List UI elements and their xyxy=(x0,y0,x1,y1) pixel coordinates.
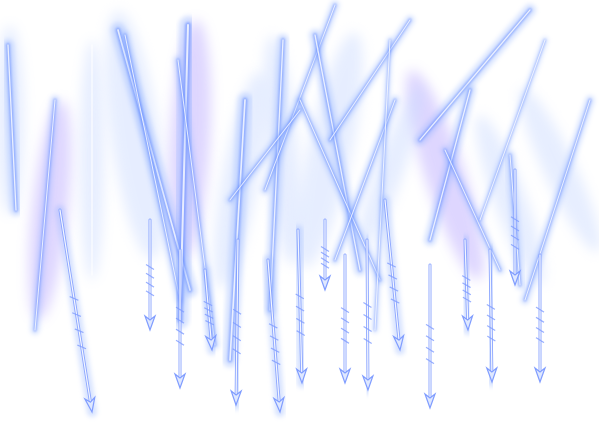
arrow xyxy=(485,245,499,387)
arrow xyxy=(361,235,375,395)
light-streak-highlight xyxy=(229,109,301,201)
arrowhead xyxy=(204,333,217,352)
arrowhead xyxy=(83,395,96,414)
arrow xyxy=(423,260,437,413)
arrow xyxy=(200,265,217,355)
arrow-layer xyxy=(55,165,547,417)
light-streak-highlight xyxy=(374,39,391,331)
glow-cloud xyxy=(356,85,424,255)
light-streak-highlight xyxy=(124,34,181,301)
arrowhead xyxy=(423,392,437,410)
arrowhead xyxy=(361,374,375,392)
arrowhead xyxy=(229,389,243,407)
arrow xyxy=(460,235,474,335)
arrowhead xyxy=(272,395,286,414)
arrow xyxy=(229,235,243,410)
arrow xyxy=(55,205,97,417)
arrowhead xyxy=(461,314,474,332)
arrowhead xyxy=(392,333,405,352)
glow-cloud xyxy=(519,88,599,252)
glow-cloud xyxy=(297,32,363,268)
light-streak-highlight xyxy=(314,34,361,271)
arrow-fletching xyxy=(486,303,496,342)
arrow-fletching xyxy=(320,245,330,269)
arrowhead xyxy=(318,274,332,292)
arrowhead xyxy=(295,367,308,385)
arrow-fletching xyxy=(363,302,373,344)
arrow-fletching xyxy=(510,216,520,250)
arrowhead xyxy=(143,314,157,332)
light-streak-highlight xyxy=(419,9,531,141)
arrow xyxy=(263,255,286,417)
arrowhead xyxy=(508,269,522,287)
arrowhead xyxy=(338,367,352,385)
arrow xyxy=(380,195,405,355)
arrow xyxy=(293,225,308,388)
arrow-fletching xyxy=(203,300,215,326)
arrow-fletching xyxy=(295,293,306,336)
arrow xyxy=(173,245,187,393)
light-streak-highlight xyxy=(7,44,17,211)
glow-cloud xyxy=(105,11,165,259)
arrow-fletching xyxy=(425,323,435,365)
arrow-fletching xyxy=(268,323,281,366)
arrow xyxy=(143,215,157,335)
light-streak-highlight xyxy=(329,19,411,141)
arrowhead xyxy=(485,366,499,384)
arrow-fletching xyxy=(535,306,545,344)
light-streak-highlight xyxy=(479,39,546,221)
arrow-fletching xyxy=(145,263,155,297)
arrowhead xyxy=(173,372,187,390)
arrow-fletching xyxy=(69,296,87,350)
arrow-fletching xyxy=(387,262,400,304)
arrow-fletching xyxy=(461,275,472,303)
arrow xyxy=(533,250,547,387)
arrow xyxy=(508,165,522,290)
arrowhead xyxy=(533,366,547,384)
light-streak-highlight xyxy=(34,99,56,331)
arrow-fletching xyxy=(340,307,350,344)
arrow-fletching xyxy=(232,308,242,355)
arrow xyxy=(338,250,352,388)
arrow xyxy=(318,215,332,295)
arrow-fletching xyxy=(175,306,185,346)
